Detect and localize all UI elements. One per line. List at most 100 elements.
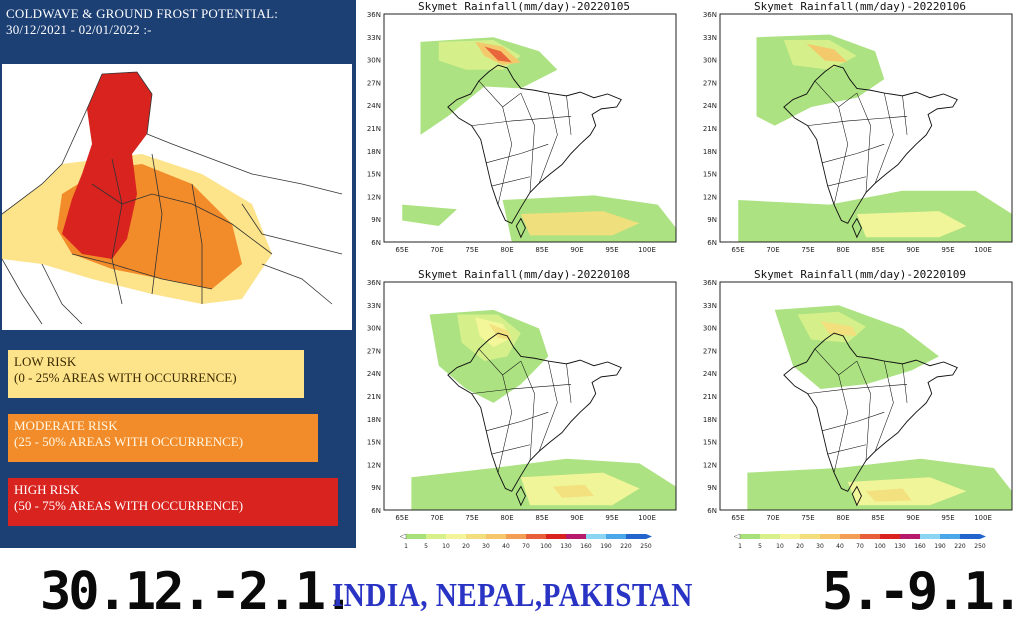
colorbar-label: 1 bbox=[738, 543, 742, 550]
colorbar-label: 40 bbox=[836, 543, 844, 550]
longitude-tick-label: 85E bbox=[535, 514, 548, 522]
longitude-tick-label: 100E bbox=[974, 246, 992, 254]
latitude-tick-label: 21N bbox=[703, 393, 717, 401]
latitude-tick-label: 24N bbox=[367, 370, 381, 378]
colorbar-label: 70 bbox=[522, 543, 530, 550]
colorbar-label: 10 bbox=[442, 543, 450, 550]
colorbar-swatch bbox=[506, 534, 526, 539]
rainfall-map-title: Skymet Rainfall(mm/day)-20220105 bbox=[418, 0, 630, 13]
rainfall-contour bbox=[475, 317, 512, 348]
colorbar-label: 30 bbox=[482, 543, 490, 550]
longitude-tick-label: 90E bbox=[906, 514, 919, 522]
latitude-tick-label: 24N bbox=[367, 102, 381, 110]
longitude-tick-label: 100E bbox=[974, 514, 992, 522]
latitude-tick-label: 33N bbox=[367, 302, 381, 310]
longitude-tick-label: 65E bbox=[395, 246, 408, 254]
latitude-tick-label: 33N bbox=[703, 34, 717, 42]
risk-panel-title: COLDWAVE & GROUND FROST POTENTIAL: 30/12… bbox=[6, 6, 346, 38]
colorbar-swatch bbox=[760, 534, 780, 539]
longitude-tick-label: 80E bbox=[500, 514, 513, 522]
colorbar-label: 5 bbox=[758, 543, 762, 550]
longitude-tick-label: 95E bbox=[605, 514, 618, 522]
colorbar-swatch bbox=[940, 534, 960, 539]
rainfall-contour bbox=[520, 211, 640, 236]
longitude-tick-label: 75E bbox=[801, 514, 814, 522]
longitude-tick-label: 90E bbox=[906, 246, 919, 254]
longitude-tick-label: 65E bbox=[731, 514, 744, 522]
latitude-tick-label: 27N bbox=[367, 79, 381, 87]
rainfall-map-20220109: Skymet Rainfall(mm/day)-20220109 36N 33N 3… bbox=[692, 268, 1026, 536]
longitude-tick-label: 85E bbox=[535, 246, 548, 254]
colorbar-label: 250 bbox=[640, 543, 652, 550]
rainfall-map-plot: 36N 33N 30N 27N 24N 21N 18N 15N 12N 9N 6N 65E 70E 75E… bbox=[703, 11, 1013, 254]
longitude-tick-label: 95E bbox=[941, 246, 954, 254]
colorbar-label: 250 bbox=[974, 543, 986, 550]
rainfall-map-20220108: Skymet Rainfall(mm/day)-20220108 36N 33N 3… bbox=[356, 268, 692, 536]
rainfall-contour bbox=[866, 488, 912, 502]
latitude-tick-label: 30N bbox=[703, 325, 717, 333]
legend-high-risk-range: (50 - 75% AREAS WITH OCCURRENCE) bbox=[14, 498, 244, 513]
latitude-tick-label: 18N bbox=[703, 416, 717, 424]
rainfall-contour bbox=[402, 204, 457, 227]
colorbar-label: 100 bbox=[874, 543, 886, 550]
latitude-tick-label: 30N bbox=[367, 57, 381, 65]
latitude-tick-label: 18N bbox=[367, 416, 381, 424]
legend-low-risk: LOW RISK (0 - 25% AREAS WITH OCCURRENCE) bbox=[8, 350, 304, 398]
rainfall-map-plot: 36N 33N 30N 27N 24N 21N 18N 15N 12N 9N 6N 65E 70E 75E… bbox=[703, 279, 1013, 522]
longitude-tick-label: 95E bbox=[941, 514, 954, 522]
latitude-tick-label: 27N bbox=[703, 347, 717, 355]
colorbar-swatch bbox=[740, 534, 760, 539]
latitude-tick-label: 33N bbox=[703, 302, 717, 310]
latitude-tick-label: 6N bbox=[707, 239, 717, 247]
latitude-tick-label: 18N bbox=[703, 148, 717, 156]
longitude-tick-label: 95E bbox=[605, 246, 618, 254]
latitude-tick-label: 6N bbox=[371, 239, 381, 247]
longitude-tick-label: 100E bbox=[638, 246, 656, 254]
colorbar-swatch bbox=[586, 534, 606, 539]
legend-low-risk-range: (0 - 25% AREAS WITH OCCURRENCE) bbox=[14, 370, 237, 385]
rainfall-contour bbox=[484, 46, 512, 63]
legend-moderate-risk-range: (25 - 50% AREAS WITH OCCURRENCE) bbox=[14, 434, 244, 449]
legend-low-risk-name: LOW RISK bbox=[14, 354, 77, 369]
latitude-tick-label: 27N bbox=[703, 79, 717, 87]
colorbar-swatch bbox=[860, 534, 880, 539]
legend-moderate-risk-name: MODERATE RISK bbox=[14, 418, 118, 433]
rainfall-colorbar-right: 1 5 10 20 30 40 70 100 130 160 190 220 250 bbox=[733, 533, 986, 550]
rainfall-contour bbox=[856, 211, 967, 238]
colorbar-label: 40 bbox=[502, 543, 510, 550]
colorbar-swatch bbox=[606, 534, 626, 539]
latitude-tick-label: 9N bbox=[371, 484, 381, 492]
latitude-tick-label: 15N bbox=[703, 171, 717, 179]
colorbar-label: 130 bbox=[894, 543, 906, 550]
latitude-tick-label: 12N bbox=[367, 461, 381, 469]
colorbar-swatch bbox=[880, 534, 900, 539]
longitude-tick-label: 90E bbox=[570, 514, 583, 522]
colorbar-label: 1 bbox=[404, 543, 408, 550]
colorbar-swatch bbox=[920, 534, 940, 539]
longitude-tick-label: 65E bbox=[395, 514, 408, 522]
legend-high-risk-name: HIGH RISK bbox=[14, 482, 80, 497]
colorbar-swatch bbox=[960, 534, 980, 539]
latitude-tick-label: 9N bbox=[707, 216, 717, 224]
latitude-tick-label: 6N bbox=[371, 507, 381, 515]
countries-label: INDIA, NEPAL,PAKISTAN bbox=[332, 577, 693, 614]
colorbar-swatch bbox=[526, 534, 546, 539]
colorbar-label: 100 bbox=[540, 543, 552, 550]
colorbar-swatch bbox=[546, 534, 566, 539]
longitude-tick-label: 80E bbox=[836, 246, 849, 254]
longitude-tick-label: 75E bbox=[465, 514, 478, 522]
legend-moderate-risk: MODERATE RISK (25 - 50% AREAS WITH OCCUR… bbox=[8, 414, 318, 462]
latitude-tick-label: 30N bbox=[703, 57, 717, 65]
longitude-tick-label: 80E bbox=[500, 246, 513, 254]
colorbar-label: 190 bbox=[934, 543, 946, 550]
colorbar-label: 160 bbox=[580, 543, 592, 550]
latitude-tick-label: 9N bbox=[371, 216, 381, 224]
colorbar-label: 20 bbox=[462, 543, 470, 550]
rainfall-map-title: Skymet Rainfall(mm/day)-20220106 bbox=[754, 0, 966, 13]
latitude-tick-label: 15N bbox=[367, 171, 381, 179]
colorbar-swatch bbox=[820, 534, 840, 539]
latitude-tick-label: 36N bbox=[703, 11, 717, 19]
latitude-tick-label: 12N bbox=[703, 461, 717, 469]
latitude-tick-label: 15N bbox=[703, 439, 717, 447]
latitude-tick-label: 24N bbox=[703, 370, 717, 378]
